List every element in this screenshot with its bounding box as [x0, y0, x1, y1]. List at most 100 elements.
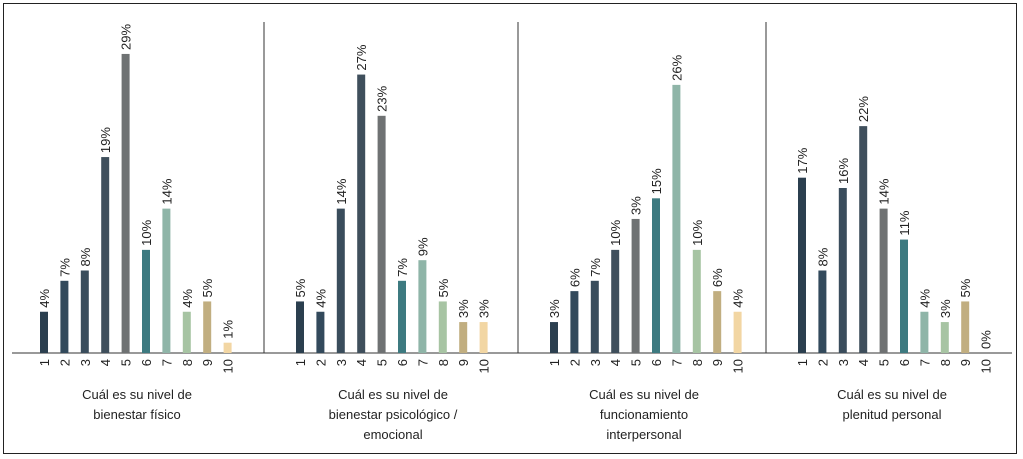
data-label-p4-c3: 16%	[836, 158, 851, 184]
tick-label-p1-c4: 4	[98, 359, 113, 366]
tick-label-p3-c10: 10	[731, 359, 746, 373]
tick-label-p2-c3: 3	[334, 359, 349, 366]
data-label-p3-c1: 3%	[547, 299, 562, 318]
tick-label-p1-c9: 9	[200, 359, 215, 366]
data-label-p4-c10: 0%	[979, 330, 994, 349]
tick-label-p4-c8: 8	[938, 359, 953, 366]
chart-frame	[3, 3, 1017, 454]
data-label-p2-c6: 7%	[395, 258, 410, 277]
bar-p4-c7	[920, 311, 929, 353]
tick-label-p1-c10: 10	[221, 359, 236, 373]
data-label-p3-c7: 26%	[669, 54, 684, 80]
bar-p3-c4	[611, 249, 620, 353]
tick-label-p2-c2: 2	[313, 359, 328, 366]
bar-p2-c7	[418, 260, 427, 353]
data-label-p3-c6: 15%	[649, 168, 664, 194]
panel-title-2-line-1: Cuál es su nivel de	[338, 387, 448, 402]
data-label-p2-c7: 9%	[415, 237, 430, 256]
tick-label-p4-c4: 4	[856, 359, 871, 366]
data-label-p4-c8: 3%	[938, 299, 953, 318]
bar-p4-c4	[859, 126, 868, 353]
data-label-p1-c2: 7%	[57, 258, 72, 277]
tick-label-p1-c7: 7	[159, 359, 174, 366]
tick-label-p4-c9: 9	[958, 359, 973, 366]
panel-title-3: Cuál es su nivel de funcionamiento interpe…	[520, 385, 768, 445]
bar-p3-c6	[652, 198, 660, 353]
tick-label-p2-c10: 10	[477, 359, 492, 373]
data-label-p4-c5: 14%	[877, 178, 892, 204]
data-label-p2-c2: 4%	[313, 289, 328, 308]
bar-p1-c9	[203, 301, 212, 353]
data-label-p4-c4: 22%	[856, 96, 871, 122]
bar-p2-c9	[459, 322, 468, 353]
panel-title-1: Cuál es su nivel de bienestar físico	[10, 385, 264, 425]
data-label-p1-c6: 10%	[139, 219, 154, 245]
data-label-p1-c9: 5%	[200, 278, 215, 297]
tick-label-p4-c3: 3	[836, 359, 851, 366]
data-label-p3-c2: 6%	[567, 268, 582, 287]
data-label-p1-c4: 19%	[98, 127, 113, 153]
tick-label-p1-c5: 5	[119, 359, 134, 366]
panel-title-2-line-2: bienestar psicológico /	[328, 407, 458, 422]
bar-p3-c1	[550, 322, 558, 353]
tick-label-p2-c4: 4	[354, 359, 369, 366]
data-label-p2-c10: 3%	[477, 299, 492, 318]
bar-p4-c6	[900, 239, 908, 353]
data-label-p3-c9: 6%	[710, 268, 725, 287]
data-label-p4-c1: 17%	[795, 147, 810, 173]
bar-p1-c1	[40, 311, 48, 353]
panel-title-4: Cuál es su nivel de plenitud personal	[768, 385, 1016, 425]
panel-title-2-line-3: emocional	[363, 427, 423, 442]
data-label-p4-c9: 5%	[958, 278, 973, 297]
panel-title-1-line-2: bienestar físico	[93, 407, 181, 422]
bar-p4-c9	[961, 301, 970, 353]
panel-title-4-line-1: Cuál es su nivel de	[837, 387, 947, 402]
bar-p3-c3	[590, 280, 599, 353]
tick-label-p3-c8: 8	[690, 359, 705, 366]
tick-label-p2-c7: 7	[415, 359, 430, 366]
tick-label-p4-c7: 7	[917, 359, 932, 366]
panel-title-3-line-1: Cuál es su nivel de	[589, 387, 699, 402]
panel-title-1-line-1: Cuál es su nivel de	[82, 387, 192, 402]
tick-label-p3-c9: 9	[710, 359, 725, 366]
data-label-p2-c9: 3%	[456, 299, 471, 318]
bar-p3-c7	[672, 84, 681, 353]
bar-p1-c8	[182, 311, 191, 353]
tick-label-p3-c5: 5	[629, 359, 644, 366]
data-label-p4-c6: 11%	[897, 210, 912, 235]
bar-p1-c2	[60, 280, 69, 353]
bar-p1-c7	[162, 208, 171, 353]
data-label-p3-c8: 10%	[690, 219, 705, 245]
bar-p4-c2	[818, 270, 827, 353]
tick-label-p1-c1: 1	[37, 359, 52, 366]
data-label-p2-c8: 5%	[436, 278, 451, 297]
tick-label-p3-c7: 7	[669, 359, 684, 366]
data-label-p3-c4: 10%	[608, 219, 623, 245]
data-label-p2-c1: 5%	[293, 278, 308, 297]
bar-p1-c4	[101, 157, 110, 353]
data-label-p1-c5: 29%	[119, 23, 134, 49]
tick-label-p3-c4: 4	[608, 359, 623, 366]
tick-label-p3-c1: 1	[547, 359, 562, 366]
data-label-p2-c5: 23%	[375, 85, 390, 111]
tick-label-p2-c9: 9	[456, 359, 471, 366]
bar-p3-c5	[631, 218, 640, 353]
tick-label-p1-c2: 2	[57, 359, 72, 366]
panel-title-2: Cuál es su nivel de bienestar psicológico…	[266, 385, 520, 445]
data-label-p2-c4: 27%	[354, 44, 369, 70]
tick-label-p2-c1: 1	[293, 359, 308, 366]
bar-p2-c5	[377, 115, 386, 353]
data-label-p1-c8: 4%	[180, 289, 195, 308]
data-label-p3-c10: 4%	[731, 289, 746, 308]
tick-label-p2-c8: 8	[436, 359, 451, 366]
bar-p4-c8	[940, 322, 949, 353]
bar-p2-c2	[316, 311, 325, 353]
bar-p3-c8	[692, 249, 701, 353]
tick-label-p3-c3: 3	[588, 359, 603, 366]
tick-label-p3-c2: 2	[567, 359, 582, 366]
data-label-p1-c3: 8%	[78, 247, 93, 266]
bar-p3-c10	[733, 311, 742, 353]
bar-p3-c9	[713, 291, 722, 353]
bar-p2-c3	[336, 208, 345, 353]
bar-p4-c3	[838, 188, 847, 353]
